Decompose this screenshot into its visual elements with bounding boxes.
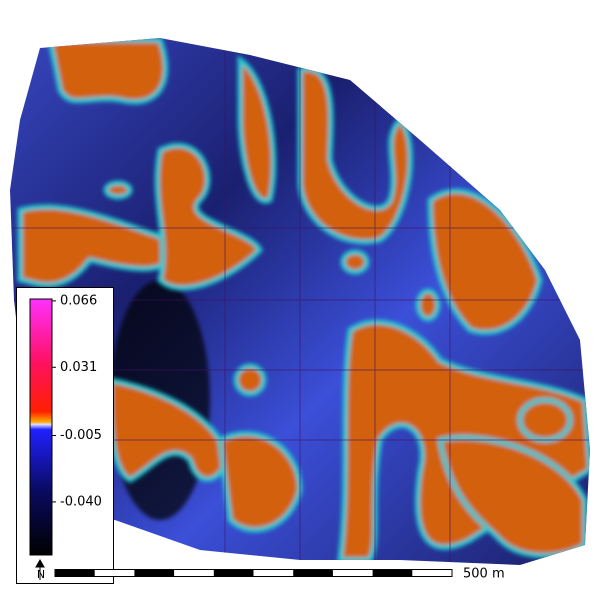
north-label: N — [37, 568, 45, 581]
scale-bar — [54, 569, 453, 577]
scale-segment — [293, 569, 333, 577]
colorbar — [29, 298, 53, 556]
scale-label: 500 m — [463, 567, 505, 582]
colorbar-tick-label: 0.031 — [60, 360, 97, 375]
scale-segment — [372, 569, 413, 577]
scale-segment — [213, 569, 254, 577]
colorbar-tick-label: -0.005 — [60, 428, 102, 443]
colorbar-tick-label: 0.066 — [60, 293, 97, 308]
colorbar-tick-label: -0.040 — [60, 494, 102, 509]
north-arrow — [35, 558, 45, 580]
scale-segment — [134, 569, 175, 577]
scale-segment — [55, 569, 95, 577]
